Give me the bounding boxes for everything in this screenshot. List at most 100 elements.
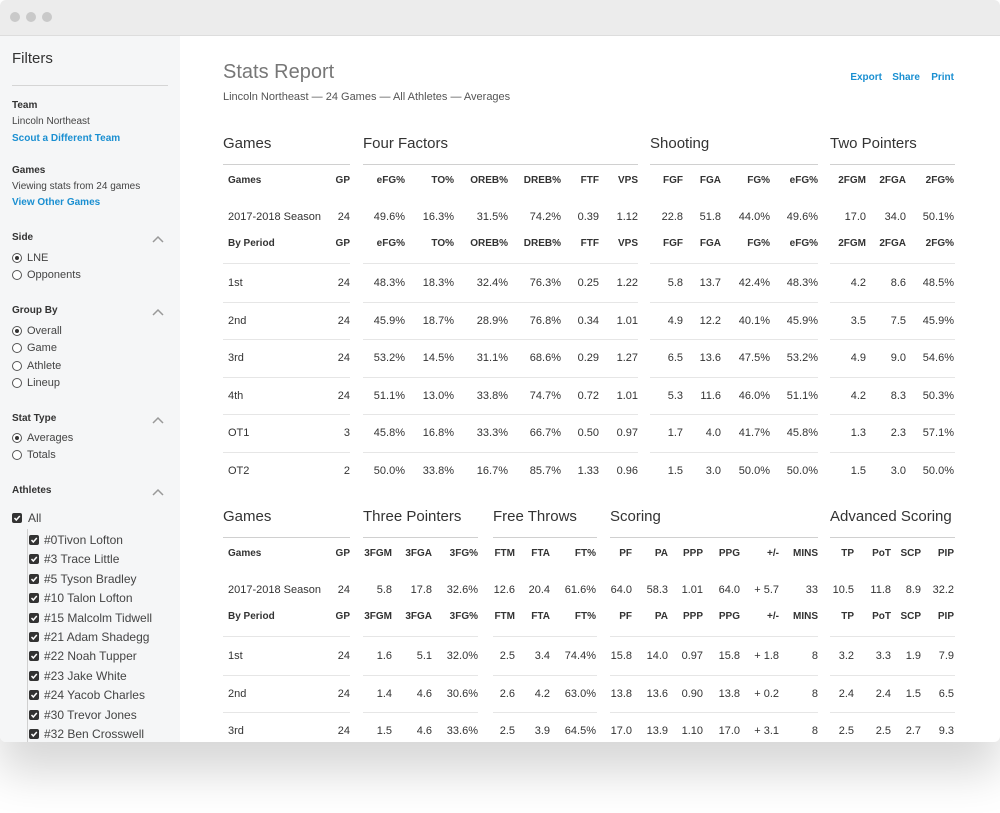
cell: 53.2% [786,352,818,364]
row-divider [650,451,818,453]
cell: OT1 [228,427,250,439]
cell: 45.8% [786,427,818,439]
column-header: FTM [494,548,515,559]
action-link[interactable]: Export [850,72,882,83]
row-divider [223,414,350,415]
cell: 33.8% [476,389,508,402]
cell: 17.8 [410,584,432,596]
cell: 2.3 [890,427,906,439]
cell: 0.90 [681,687,703,700]
row-divider [493,674,597,676]
cell: 8 [811,725,818,737]
radio[interactable] [12,433,22,443]
group-title: Games [223,508,272,525]
radio-label: Totals [27,449,56,462]
link[interactable]: Scout a Different Team [12,133,121,144]
cell: 0.39 [577,211,599,223]
cell: 18.7% [422,314,454,327]
link[interactable]: View Other Games [12,197,101,208]
cell: 68.6% [529,352,561,364]
column-header: 2FG% [925,175,954,186]
checkbox[interactable] [29,593,39,604]
collapse-icon[interactable] [152,416,164,424]
cell: 28.9% [476,314,508,327]
cell: 74.7% [529,389,561,402]
radio[interactable] [12,253,22,263]
radio[interactable] [12,270,22,281]
cell: 1.01 [616,314,638,327]
row-divider [650,414,818,415]
checkbox[interactable] [29,670,39,681]
column-header: eFG% [789,175,818,186]
action-link[interactable]: Print [931,72,954,83]
column-header: SCP [900,611,921,622]
cell: 74.2% [529,211,561,223]
radio[interactable] [12,378,22,389]
cell: 1.33 [577,464,599,477]
row-divider [830,376,955,378]
section-label: Group By [12,305,58,316]
cell: 8.6 [890,277,906,289]
row-divider [223,451,350,453]
cell: 33.3% [476,427,508,439]
row-divider [363,636,478,637]
column-header: MINS [793,611,818,622]
checkbox[interactable] [29,690,39,701]
column-header: DREB% [523,175,561,186]
collapse-icon[interactable] [152,235,164,243]
cell: 49.6% [373,211,405,223]
athlete-name: #3 Trace Little [44,552,120,567]
radio[interactable] [12,450,22,461]
cell: 3.0 [890,464,906,477]
cell: 34.0 [884,211,906,223]
cell: 0.97 [681,650,703,662]
cell: 58.3 [646,584,668,596]
collapse-icon[interactable] [152,488,164,496]
action-link[interactable]: Share [892,72,920,83]
checkbox[interactable] [29,554,39,565]
radio[interactable] [12,326,22,336]
cell: 2.5 [875,725,891,737]
column-header: PPP [682,611,703,622]
group-underline [610,537,818,538]
cell: 8 [811,687,818,700]
cell: 24 [337,352,350,364]
radio[interactable] [12,343,22,354]
cell: 6.5 [938,687,954,700]
cell: 1.01 [616,389,638,402]
cell: 13.6 [699,352,721,364]
cell: 2.6 [499,687,515,700]
column-header: FTA [531,548,550,559]
cell: 4.2 [534,687,550,700]
row-divider [363,301,638,303]
column-header: TP [841,548,854,559]
checkbox[interactable] [29,709,39,720]
collapse-icon[interactable] [152,308,164,316]
column-header: GP [335,238,350,249]
athlete-name: #24 Yacob Charles [44,688,145,703]
cell: 1.6 [376,650,392,662]
cell: 1.5 [667,464,683,477]
athlete-name: #23 Jake White [44,668,127,683]
cell: 57.1% [922,427,954,439]
checkbox[interactable] [29,573,39,584]
cell: 7.9 [938,650,954,662]
column-header: TO% [431,175,454,186]
cell: 2.4 [838,687,854,700]
cell: 45.9% [373,314,405,327]
checkbox[interactable] [29,632,39,642]
cell: 3 [343,427,350,439]
cell: 64.0 [718,584,740,596]
checkbox[interactable] [29,535,39,545]
checkbox[interactable] [12,513,22,523]
radio-label: Game [27,342,57,355]
checkbox[interactable] [29,729,39,739]
cell: 48.5% [922,277,954,289]
cell: 44.0% [738,211,770,223]
radio[interactable] [12,360,22,371]
checkbox[interactable] [29,612,39,623]
group-underline [650,164,818,165]
cell: 3rd [228,725,244,737]
checkbox[interactable] [29,651,39,662]
cell: 17.0 [610,725,632,737]
